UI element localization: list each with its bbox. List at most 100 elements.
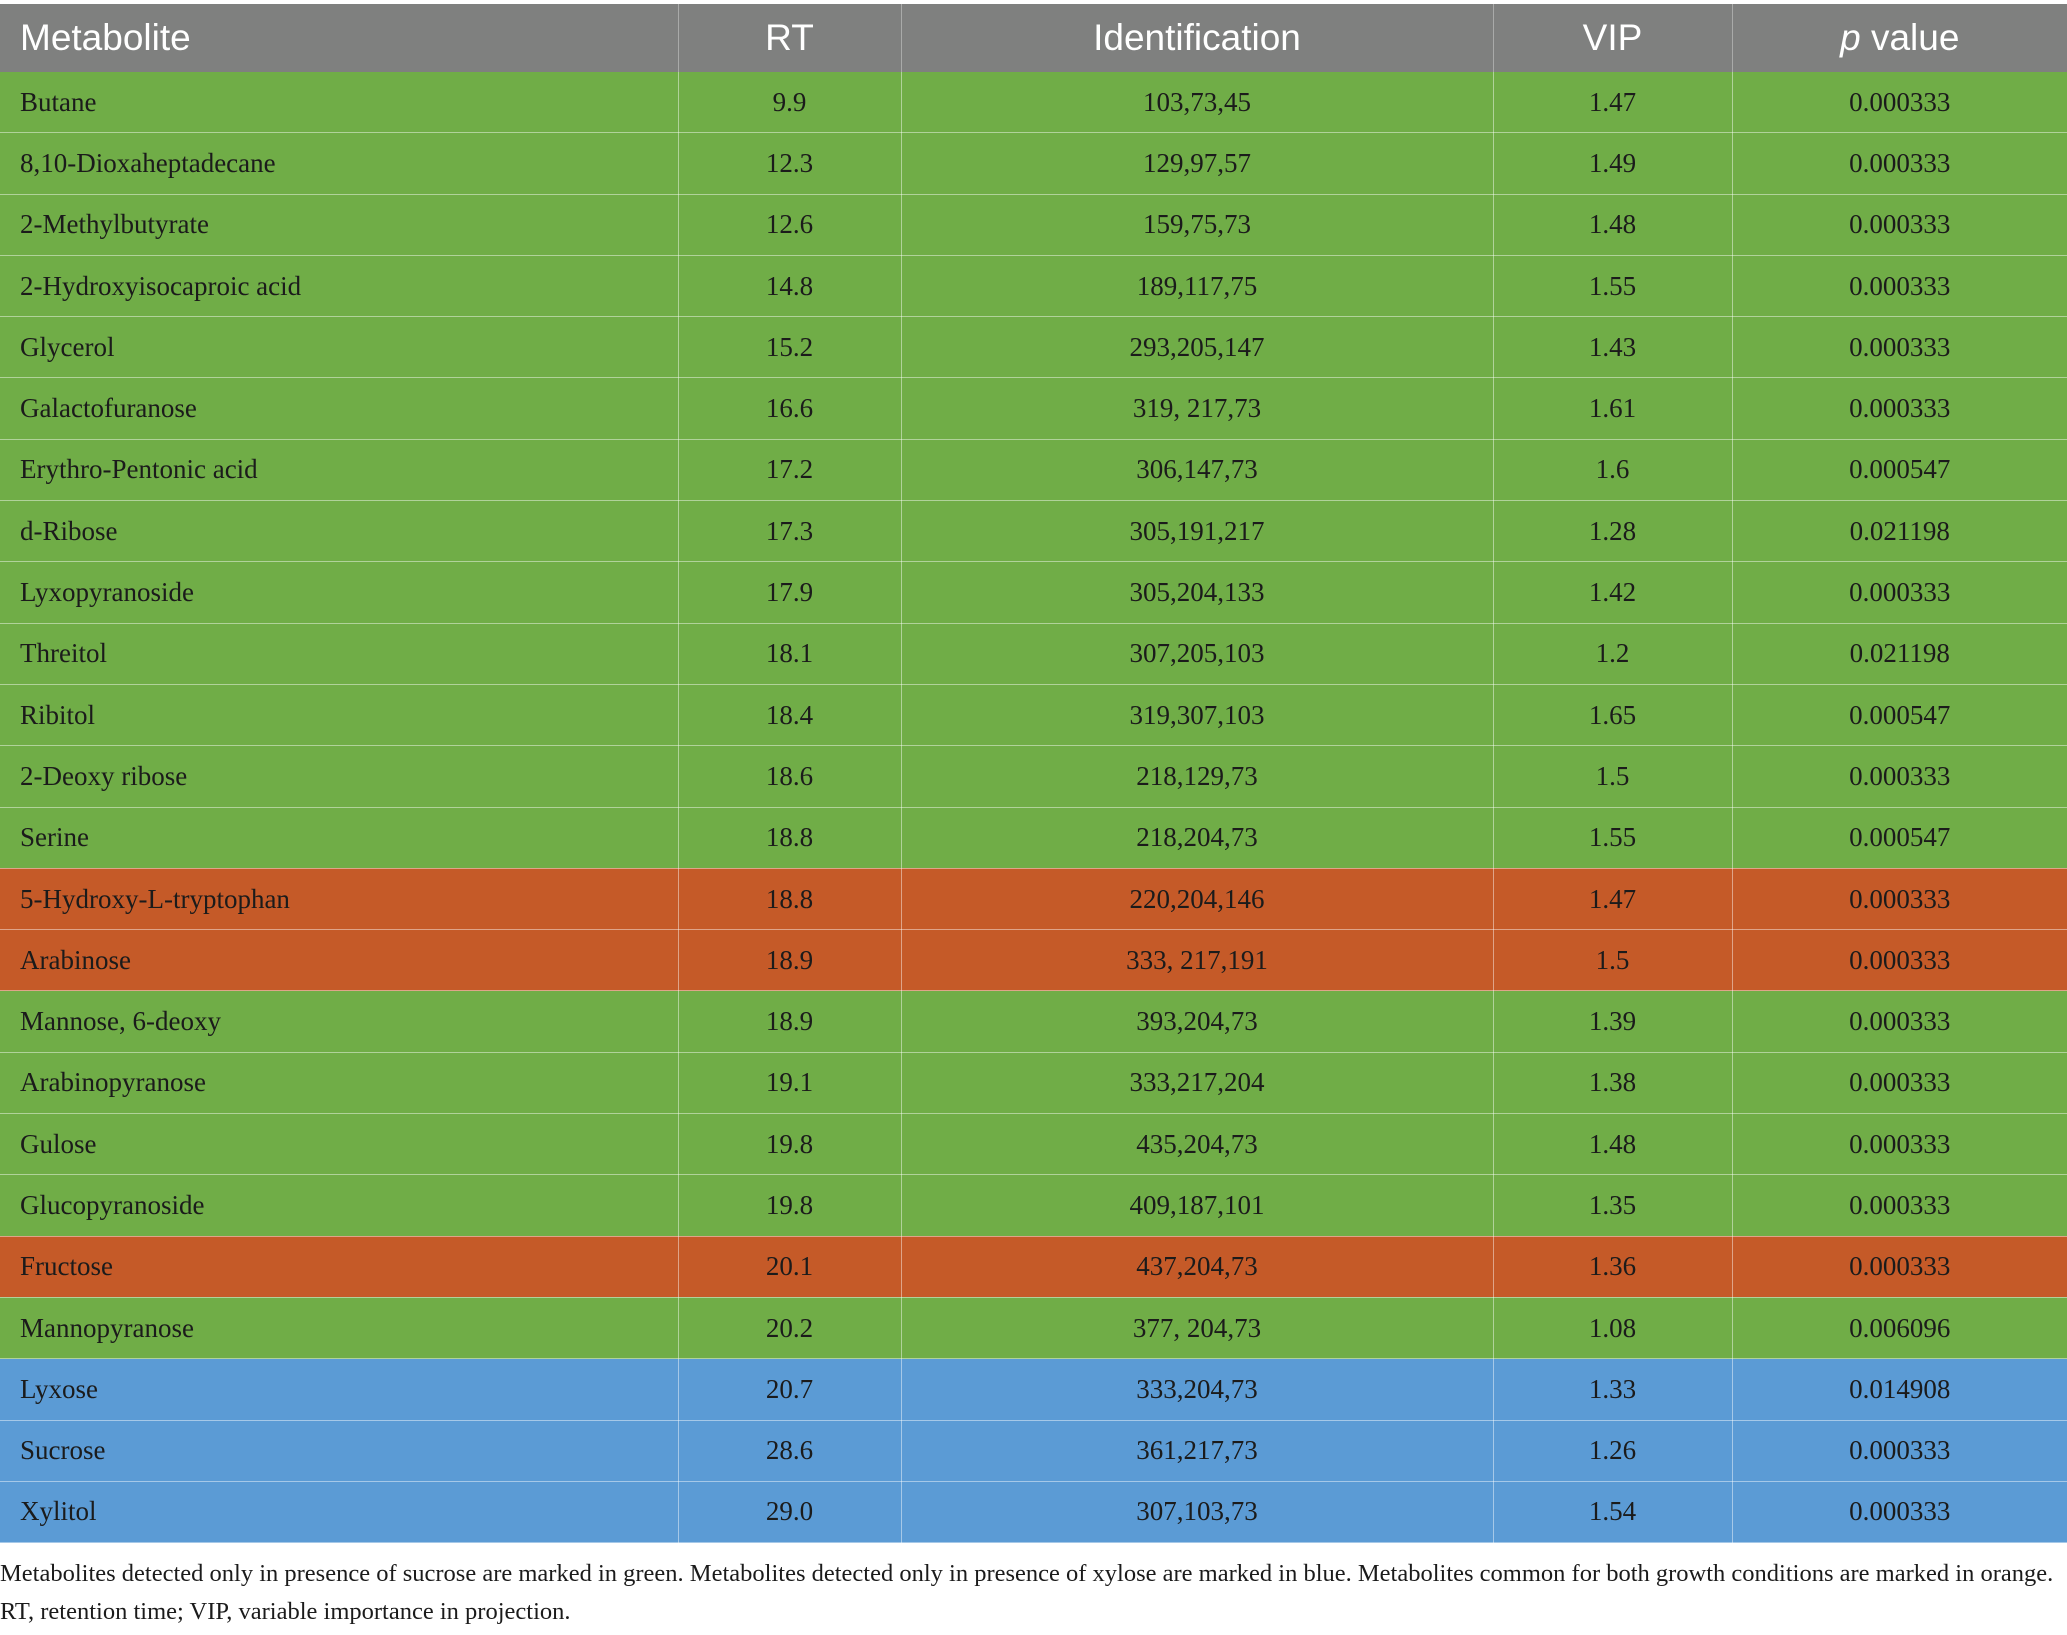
cell-p-value: 0.000547 (1732, 439, 2067, 502)
table-row: Erythro-Pentonic acid 17.2 306,147,73 1.6 0.… (0, 439, 2067, 502)
cell-rt: 17.3 (678, 500, 902, 563)
cell-p-value: 0.021198 (1732, 623, 2067, 685)
cell-identification: 319,307,103 (901, 684, 1494, 747)
cell-identification: 305,191,217 (901, 500, 1494, 563)
cell-metabolite: Sucrose (0, 1420, 679, 1482)
header-p-symbol: p (1840, 17, 1861, 58)
cell-rt: 18.8 (678, 868, 902, 931)
cell-p-value: 0.000333 (1732, 929, 2067, 992)
cell-identification: 307,103,73 (901, 1481, 1494, 1544)
cell-rt: 15.2 (678, 316, 902, 379)
cell-identification: 393,204,73 (901, 990, 1494, 1053)
table-row: 2-Hydroxyisocaproic acid 14.8 189,117,75 1.… (0, 255, 2067, 318)
cell-metabolite: Threitol (0, 623, 679, 685)
cell-vip: 1.55 (1493, 255, 1733, 318)
cell-vip: 1.48 (1493, 1113, 1733, 1176)
cell-identification: 159,75,73 (901, 194, 1494, 256)
cell-metabolite: Mannopyranose (0, 1297, 679, 1360)
cell-p-value: 0.000333 (1732, 1174, 2067, 1237)
table-row: Lyxopyranoside 17.9 305,204,133 1.42 0.00033… (0, 561, 2067, 624)
cell-rt: 12.6 (678, 194, 902, 256)
table-row: Arabinopyranose 19.1 333,217,204 1.38 0.0003… (0, 1052, 2067, 1115)
cell-vip: 1.5 (1493, 745, 1733, 808)
cell-vip: 1.39 (1493, 990, 1733, 1053)
table-row: Fructose 20.1 437,204,73 1.36 0.000333 (0, 1236, 2067, 1298)
cell-rt: 19.1 (678, 1052, 902, 1115)
cell-metabolite: 2-Deoxy ribose (0, 745, 679, 808)
table-row: 8,10-Dioxaheptadecane 12.3 129,97,57 1.49 0.… (0, 132, 2067, 195)
cell-vip: 1.6 (1493, 439, 1733, 502)
cell-p-value: 0.000333 (1732, 1481, 2067, 1544)
cell-p-value: 0.000333 (1732, 255, 2067, 318)
cell-p-value: 0.000333 (1732, 1420, 2067, 1482)
cell-vip: 1.36 (1493, 1236, 1733, 1298)
cell-p-value: 0.000547 (1732, 807, 2067, 869)
cell-identification: 435,204,73 (901, 1113, 1494, 1176)
cell-vip: 1.5 (1493, 929, 1733, 992)
cell-vip: 1.33 (1493, 1358, 1733, 1421)
cell-metabolite: Galactofuranose (0, 377, 679, 440)
table-row: Glucopyranoside 19.8 409,187,101 1.35 0.0003… (0, 1174, 2067, 1237)
table-row: Gulose 19.8 435,204,73 1.48 0.000333 (0, 1113, 2067, 1176)
cell-identification: 409,187,101 (901, 1174, 1494, 1237)
cell-p-value: 0.000333 (1732, 72, 2067, 134)
cell-rt: 29.0 (678, 1481, 902, 1544)
cell-rt: 20.1 (678, 1236, 902, 1298)
table-row: Arabinose 18.9 333, 217,191 1.5 0.000333 (0, 929, 2067, 992)
cell-p-value: 0.000333 (1732, 132, 2067, 195)
table-row: Mannopyranose 20.2 377, 204,73 1.08 0.006096 (0, 1297, 2067, 1360)
table-row: Threitol 18.1 307,205,103 1.2 0.021198 (0, 623, 2067, 685)
table-body: Butane 9.9 103,73,45 1.47 0.000333 8,10-Dioxa… (0, 72, 2067, 1544)
cell-vip: 1.65 (1493, 684, 1733, 747)
header-identification: Identification (901, 4, 1494, 72)
cell-p-value: 0.000333 (1732, 1236, 2067, 1298)
cell-vip: 1.49 (1493, 132, 1733, 195)
cell-p-value: 0.014908 (1732, 1358, 2067, 1421)
cell-vip: 1.47 (1493, 868, 1733, 931)
cell-metabolite: Glucopyranoside (0, 1174, 679, 1237)
cell-identification: 306,147,73 (901, 439, 1494, 502)
table-row: Serine 18.8 218,204,73 1.55 0.000547 (0, 807, 2067, 869)
cell-rt: 16.6 (678, 377, 902, 440)
cell-rt: 14.8 (678, 255, 902, 318)
header-metabolite: Metabolite (0, 4, 679, 72)
cell-vip: 1.2 (1493, 623, 1733, 685)
table-row: 2-Deoxy ribose 18.6 218,129,73 1.5 0.000333 (0, 745, 2067, 808)
metabolite-table-container: Metabolite RT Identification VIP p value… (0, 4, 2067, 1544)
table-row: Mannose, 6-deoxy 18.9 393,204,73 1.39 0.0003… (0, 990, 2067, 1053)
cell-rt: 20.7 (678, 1358, 902, 1421)
cell-p-value: 0.000333 (1732, 561, 2067, 624)
cell-vip: 1.26 (1493, 1420, 1733, 1482)
cell-metabolite: Arabinopyranose (0, 1052, 679, 1115)
cell-identification: 333,204,73 (901, 1358, 1494, 1421)
cell-p-value: 0.000333 (1732, 1113, 2067, 1176)
header-vip: VIP (1493, 4, 1733, 72)
cell-p-value: 0.000333 (1732, 745, 2067, 808)
header-row: Metabolite RT Identification VIP p value (0, 4, 2067, 72)
table-row: d-Ribose 17.3 305,191,217 1.28 0.021198 (0, 500, 2067, 563)
cell-metabolite: Mannose, 6-deoxy (0, 990, 679, 1053)
cell-p-value: 0.000333 (1732, 316, 2067, 379)
cell-p-value: 0.006096 (1732, 1297, 2067, 1360)
cell-metabolite: 8,10-Dioxaheptadecane (0, 132, 679, 195)
cell-p-value: 0.000333 (1732, 990, 2067, 1053)
cell-rt: 18.6 (678, 745, 902, 808)
table-row: Ribitol 18.4 319,307,103 1.65 0.000547 (0, 684, 2067, 747)
table-row: Sucrose 28.6 361,217,73 1.26 0.000333 (0, 1420, 2067, 1482)
cell-identification: 220,204,146 (901, 868, 1494, 931)
cell-vip: 1.08 (1493, 1297, 1733, 1360)
table-row: 5-Hydroxy-L-tryptophan 18.8 220,204,146 1.4… (0, 868, 2067, 931)
cell-metabolite: Butane (0, 72, 679, 134)
table-row: Glycerol 15.2 293,205,147 1.43 0.000333 (0, 316, 2067, 379)
cell-p-value: 0.000333 (1732, 194, 2067, 256)
cell-identification: 319, 217,73 (901, 377, 1494, 440)
cell-rt: 20.2 (678, 1297, 902, 1360)
table-row: Galactofuranose 16.6 319, 217,73 1.61 0.0003… (0, 377, 2067, 440)
cell-vip: 1.42 (1493, 561, 1733, 624)
cell-identification: 218,204,73 (901, 807, 1494, 869)
cell-rt: 18.9 (678, 929, 902, 992)
cell-metabolite: Ribitol (0, 684, 679, 747)
cell-identification: 129,97,57 (901, 132, 1494, 195)
cell-metabolite: Fructose (0, 1236, 679, 1298)
cell-p-value: 0.000333 (1732, 377, 2067, 440)
